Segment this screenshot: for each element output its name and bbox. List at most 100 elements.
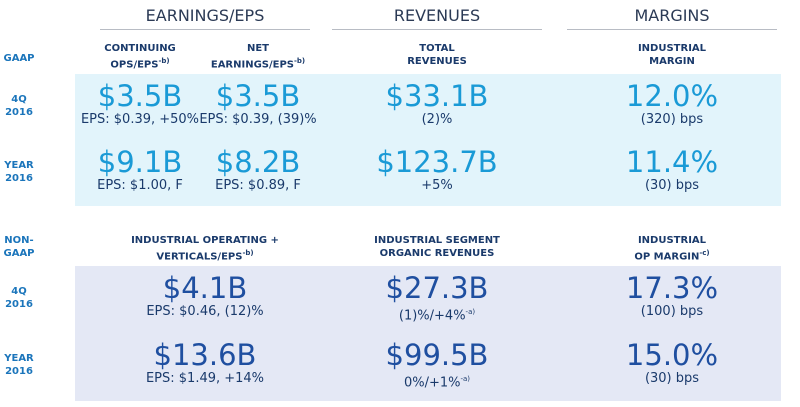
metric-detail: EPS: $0.89, F: [215, 178, 301, 194]
column-header: NET EARNINGS/EPS-b): [211, 42, 305, 71]
text-line: OP MARGIN-c): [634, 249, 710, 263]
metric-detail: 0%/+1%-a): [386, 371, 489, 391]
text-line: REVENUES: [407, 56, 467, 67]
metric-value: $27.3B: [385, 271, 489, 305]
metric-value: 15.0%: [625, 338, 719, 372]
footnote-mark: -b): [242, 249, 254, 257]
text-line: TOTAL: [419, 43, 455, 54]
metric-detail: (1)%/+4%-a): [386, 304, 489, 324]
footnote-mark: -a): [460, 375, 471, 383]
text-line: MARGIN: [649, 56, 695, 67]
text-line: EARNINGS/EPS-b): [210, 57, 306, 71]
metric-cell: $3.5B EPS: $0.39, +50%: [81, 80, 199, 128]
text-line: INDUSTRIAL: [637, 235, 707, 246]
text-line: OPS/EPS-b): [110, 57, 170, 71]
footnote-mark: -b): [158, 57, 170, 65]
text-line: INDUSTRIAL OPERATING +: [131, 235, 279, 246]
text-line: 2016: [5, 107, 33, 118]
detail-text: EPS: $0.46, (12)%: [146, 304, 264, 319]
footnote-mark: -c): [699, 249, 710, 257]
metric-cell: $9.1B EPS: $1.00, F: [97, 146, 183, 194]
text-line: 2016: [5, 299, 33, 310]
metric-value: 12.0%: [625, 79, 719, 113]
detail-text: EPS: $0.39, +50%: [80, 112, 200, 127]
section-header: REVENUES: [393, 6, 481, 25]
metric-cell: $27.3B (1)%/+4%-a): [386, 272, 489, 324]
detail-text: (2)%: [421, 112, 453, 127]
metric-value: $99.5B: [385, 338, 489, 372]
gaap-panel: [75, 74, 781, 206]
metric-cell: $33.1B (2)%: [386, 80, 489, 128]
metric-cell: 17.3% (100) bps: [626, 272, 718, 320]
metric-detail: EPS: $0.39, +50%: [81, 112, 199, 128]
metric-value: $9.1B: [97, 145, 183, 179]
section-header: EARNINGS/EPS: [145, 6, 265, 25]
detail-text: (1)%/+4%: [398, 308, 466, 324]
metric-value: 17.3%: [625, 271, 719, 305]
header-rule: [567, 29, 777, 30]
text-line: 2016: [5, 366, 33, 377]
text-line: INDUSTRIAL: [637, 43, 707, 54]
non-gaap-panel: [75, 266, 781, 401]
detail-text: EPS: $1.49, +14%: [145, 371, 265, 386]
metric-cell: $123.7B +5%: [376, 146, 497, 194]
metric-value: $8.2B: [215, 145, 301, 179]
text-line: YEAR: [4, 160, 34, 171]
section-label: GAAP: [3, 52, 34, 65]
metric-value: $13.6B: [153, 338, 257, 372]
text-line: GAAP: [3, 248, 35, 259]
detail-text: +5%: [421, 178, 453, 193]
metric-cell: 15.0% (30) bps: [626, 339, 718, 387]
metric-value: $3.5B: [215, 79, 301, 113]
detail-text: EPS: $1.00, F: [97, 178, 183, 193]
metric-cell: $4.1B EPS: $0.46, (12)%: [146, 272, 263, 320]
footnote-mark: -a): [465, 308, 476, 316]
metric-detail: (30) bps: [626, 371, 718, 387]
detail-text: EPS: $0.39, (39)%: [199, 112, 317, 127]
text-line: GAAP: [3, 53, 35, 64]
header-rule: [332, 29, 542, 30]
row-label: 4Q 2016: [5, 93, 33, 119]
text-line: 2016: [5, 173, 33, 184]
column-header: TOTAL REVENUES: [407, 42, 467, 68]
metric-detail: EPS: $0.39, (39)%: [199, 112, 316, 128]
metric-cell: $3.5B EPS: $0.39, (39)%: [199, 80, 316, 128]
metric-detail: EPS: $1.00, F: [97, 178, 183, 194]
text-line: NON-: [4, 235, 34, 246]
detail-text: (320) bps: [640, 112, 704, 127]
row-label: YEAR 2016: [4, 159, 34, 185]
metric-cell: 11.4% (30) bps: [626, 146, 718, 194]
text-line: 4Q: [11, 94, 27, 105]
metric-cell: 12.0% (320) bps: [626, 80, 718, 128]
metric-detail: EPS: $1.49, +14%: [146, 371, 264, 387]
metric-value: $3.5B: [97, 79, 183, 113]
text-line: 4Q: [11, 286, 27, 297]
metric-cell: $8.2B EPS: $0.89, F: [215, 146, 301, 194]
column-header: INDUSTRIAL SEGMENT ORGANIC REVENUES: [374, 234, 500, 260]
metric-cell: $13.6B EPS: $1.49, +14%: [146, 339, 264, 387]
detail-text: 0%/+1%: [403, 375, 461, 391]
column-header: INDUSTRIAL OPERATING + VERTICALS/EPS-b): [131, 234, 279, 263]
footnote-mark: -b): [294, 57, 306, 65]
metric-detail: (100) bps: [626, 304, 718, 320]
metric-value: $4.1B: [162, 271, 248, 305]
header-rule: [100, 29, 310, 30]
metric-detail: (320) bps: [626, 112, 718, 128]
metric-value: $123.7B: [376, 145, 498, 179]
detail-text: (100) bps: [640, 304, 704, 319]
text-line: ORGANIC REVENUES: [379, 248, 495, 259]
metric-detail: EPS: $0.46, (12)%: [146, 304, 263, 320]
section-header: MARGINS: [634, 6, 710, 25]
column-header: INDUSTRIAL OP MARGIN-c): [634, 234, 709, 263]
metric-detail: (2)%: [386, 112, 489, 128]
row-label: 4Q 2016: [5, 285, 33, 311]
text-line: INDUSTRIAL SEGMENT: [374, 235, 500, 246]
metric-detail: +5%: [376, 178, 497, 194]
section-label: NON- GAAP: [3, 234, 34, 260]
detail-text: (30) bps: [644, 178, 700, 193]
detail-text: (30) bps: [644, 371, 700, 386]
detail-text: EPS: $0.89, F: [215, 178, 301, 193]
column-header: INDUSTRIAL MARGIN: [638, 42, 706, 68]
text-line: YEAR: [4, 353, 34, 364]
